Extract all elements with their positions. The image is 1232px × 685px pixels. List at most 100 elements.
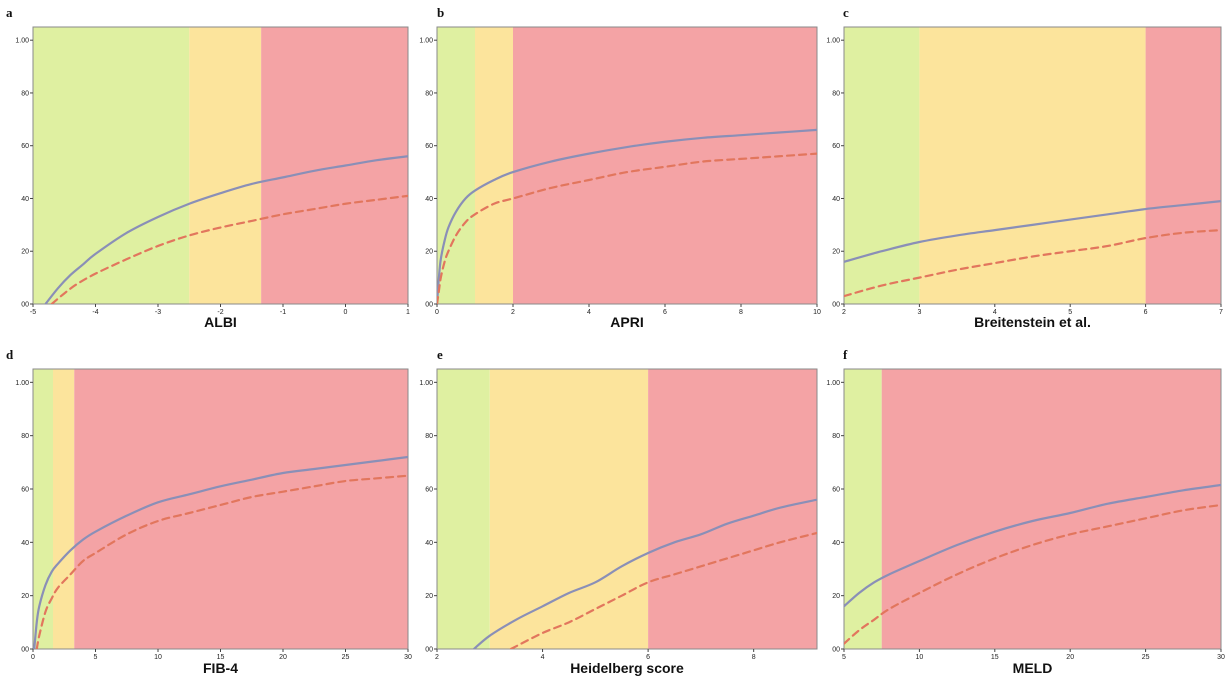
plot-frame — [436, 26, 818, 305]
x-tick-label: 25 — [342, 654, 350, 661]
y-tick-label: 00 — [832, 302, 840, 309]
zone-high — [881, 369, 1221, 649]
y-tick-label: 60 — [21, 143, 29, 150]
x-axis-label: ALBI — [204, 314, 237, 330]
x-tick-label: 10 — [916, 654, 924, 661]
x-tick-label: 2 — [511, 309, 515, 316]
x-tick-label: 0 — [344, 309, 348, 316]
y-tick-label: 1.00 — [15, 380, 29, 387]
y-tick-label: 00 — [425, 302, 433, 309]
x-tick-label: 20 — [1066, 654, 1074, 661]
panel-letter: c — [843, 5, 849, 20]
x-tick-label: 10 — [813, 309, 821, 316]
y-tick-label: 20 — [21, 593, 29, 600]
y-tick-label: 40 — [425, 196, 433, 203]
y-tick-label: 1.00 — [826, 380, 840, 387]
panel-letter: b — [437, 5, 444, 20]
y-tick-label: 60 — [21, 487, 29, 494]
y-tick-label: 60 — [832, 487, 840, 494]
plot-frame — [843, 26, 1222, 305]
series-line-dashed — [509, 531, 817, 649]
panel-letter: a — [6, 5, 13, 20]
panel-f: f 00 20 40 60 80 1.00 5 10 15 20 25 30 MELD — [826, 347, 1225, 676]
y-tick-label: 40 — [832, 540, 840, 547]
zone-low — [33, 27, 190, 304]
y-tick-label: 80 — [832, 433, 840, 440]
x-tick-label: 6 — [646, 654, 650, 661]
zone-intermediate — [919, 27, 1146, 304]
y-tick-label: 1.00 — [419, 380, 433, 387]
x-axis-label: APRI — [610, 314, 643, 330]
zone-high — [1145, 27, 1221, 304]
panel-c: c 00 20 40 60 80 1.00 2 3 4 5 6 7 Breitenstein et al. — [826, 5, 1223, 330]
x-axis-label: FIB-4 — [203, 660, 238, 676]
y-tick-label: 00 — [21, 302, 29, 309]
x-axis-label: MELD — [1013, 660, 1053, 676]
y-tick-label: 80 — [21, 90, 29, 97]
x-tick-label: 30 — [1217, 654, 1225, 661]
zone-high — [74, 369, 408, 649]
x-tick-label: 6 — [663, 309, 667, 316]
x-tick-label: 0 — [31, 654, 35, 661]
y-tick-label: 80 — [21, 433, 29, 440]
y-tick-label: 60 — [832, 143, 840, 150]
zone-high — [261, 27, 408, 304]
x-tick-label: -2 — [217, 309, 223, 316]
y-tick-label: 00 — [832, 647, 840, 654]
series-line-dashed — [50, 194, 408, 304]
zone-intermediate — [489, 369, 649, 649]
y-tick-label: 20 — [425, 249, 433, 256]
y-tick-label: 00 — [425, 647, 433, 654]
x-axis-label: Breitenstein et al. — [974, 314, 1091, 330]
panel-e: e 00 20 40 60 80 1.00 2 4 6 8 Heidelberg score — [419, 347, 818, 676]
y-tick-label: 80 — [425, 90, 433, 97]
zone-high — [513, 27, 817, 304]
y-tick-label: 40 — [21, 540, 29, 547]
y-tick-label: 20 — [832, 593, 840, 600]
series-line-dashed — [437, 152, 817, 304]
series-line-dashed — [844, 503, 1221, 645]
y-tick-label: 40 — [832, 196, 840, 203]
x-tick-label: 6 — [1144, 309, 1148, 316]
y-tick-label: 20 — [832, 249, 840, 256]
series-line-solid — [437, 128, 817, 304]
x-tick-label: 7 — [1219, 309, 1223, 316]
x-tick-label: 5 — [842, 654, 846, 661]
x-tick-label: 4 — [541, 654, 545, 661]
zone-low — [844, 27, 920, 304]
y-tick-label: 1.00 — [419, 38, 433, 45]
panel-d: d 00 20 40 60 80 1.00 0 5 10 15 20 25 30 FIB-4 — [6, 347, 412, 676]
y-tick-label: 20 — [21, 249, 29, 256]
zone-intermediate — [53, 369, 75, 649]
series-line-dashed — [844, 229, 1221, 298]
zone-low — [437, 369, 490, 649]
y-tick-label: 60 — [425, 143, 433, 150]
x-tick-label: -4 — [92, 309, 98, 316]
y-tick-label: 1.00 — [826, 38, 840, 45]
x-tick-label: 2 — [435, 654, 439, 661]
series-line-solid — [33, 455, 408, 649]
y-tick-label: 40 — [425, 540, 433, 547]
y-tick-label: 40 — [21, 196, 29, 203]
x-tick-label: 25 — [1142, 654, 1150, 661]
x-tick-label: 0 — [435, 309, 439, 316]
zone-intermediate — [189, 27, 262, 304]
series-line-solid — [844, 483, 1221, 608]
x-tick-label: 3 — [917, 309, 921, 316]
x-tick-label: -5 — [30, 309, 36, 316]
zone-low — [437, 27, 475, 304]
x-tick-label: 2 — [842, 309, 846, 316]
plot-frame — [436, 368, 818, 650]
zone-high — [648, 369, 817, 649]
panel-a: a 00 20 40 60 80 1.00 -5 -4 -3 -2 -1 0 1 ALBI — [6, 5, 410, 330]
series-line-dashed — [35, 474, 408, 649]
plot-frame — [843, 368, 1222, 650]
x-tick-label: 8 — [739, 309, 743, 316]
x-tick-label: 30 — [404, 654, 412, 661]
x-tick-label: 10 — [154, 654, 162, 661]
x-tick-label: 15 — [991, 654, 999, 661]
x-tick-label: -1 — [280, 309, 286, 316]
x-tick-label: 5 — [1068, 309, 1072, 316]
zone-intermediate — [475, 27, 513, 304]
